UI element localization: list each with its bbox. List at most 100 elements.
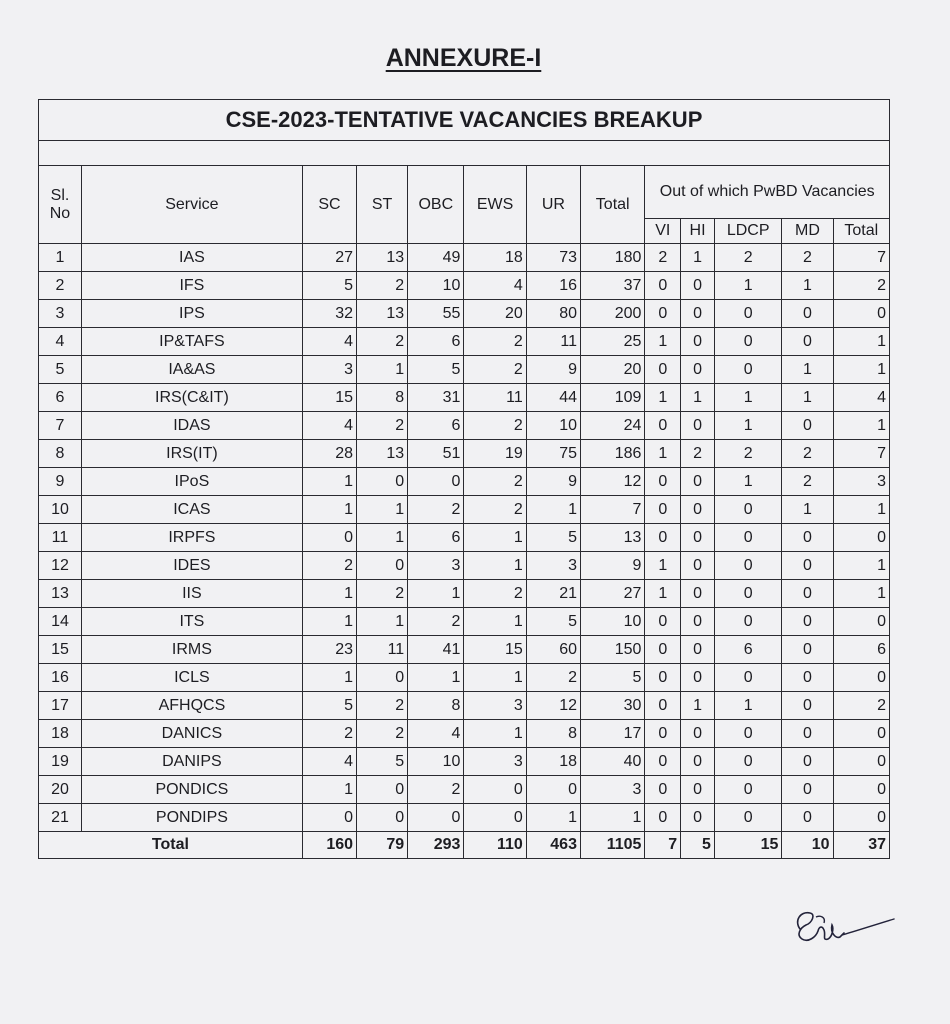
cell-vi: 1: [644, 579, 682, 608]
cell-ur: 16: [525, 271, 581, 300]
cell-service: IRS(C&IT): [80, 383, 303, 412]
table-row: 12 IDES 2 0 3 1 3 9 1 0 0 0 1: [38, 551, 891, 580]
cell-sl: 2: [38, 271, 82, 300]
cell-ur: 11: [525, 327, 581, 356]
cell-ptotal: 1: [832, 579, 891, 608]
cell-sl: 18: [38, 719, 82, 748]
cell-st: 1: [356, 495, 409, 524]
cell-hi: 1: [680, 383, 715, 412]
cell-vi: 0: [644, 747, 682, 776]
cell-md: 0: [781, 327, 834, 356]
cell-sc: 0: [301, 523, 358, 552]
cell-total: 150: [579, 635, 646, 664]
cell-md: 0: [781, 747, 834, 776]
totals-ur: 463: [525, 831, 581, 859]
cell-vi: 0: [644, 663, 682, 692]
cell-hi: 2: [680, 439, 715, 468]
cell-ptotal: 2: [832, 271, 891, 300]
cell-sc: 1: [301, 663, 358, 692]
cell-md: 1: [781, 383, 834, 412]
header-pwbd-total: Total: [832, 218, 891, 244]
cell-hi: 0: [680, 663, 715, 692]
cell-ur: 18: [525, 747, 581, 776]
table-row: 7 IDAS 4 2 6 2 10 24 0 0 1 0 1: [38, 411, 891, 440]
cell-ur: 73: [525, 243, 581, 272]
cell-hi: 0: [680, 299, 715, 328]
cell-total: 12: [579, 467, 646, 496]
table-row: 15 IRMS 23 11 41 15 60 150 0 0 6 0 6: [38, 635, 891, 664]
cell-vi: 0: [644, 299, 682, 328]
cell-sl: 11: [38, 523, 82, 552]
cell-ews: 1: [463, 523, 527, 552]
cell-service: IRMS: [80, 635, 303, 664]
cell-obc: 0: [407, 803, 465, 832]
totals-row: Total 160 79 293 110 463 1105 7 5 15 10 …: [38, 831, 891, 859]
totals-ldcp: 15: [713, 831, 783, 859]
cell-st: 13: [356, 299, 409, 328]
cell-st: 1: [356, 355, 409, 384]
cell-ews: 2: [463, 495, 527, 524]
cell-ur: 8: [525, 719, 581, 748]
cell-obc: 31: [407, 383, 465, 412]
cell-total: 30: [579, 691, 646, 720]
cell-ptotal: 6: [832, 635, 891, 664]
cell-ptotal: 1: [832, 495, 891, 524]
cell-ews: 19: [463, 439, 527, 468]
cell-ur: 12: [525, 691, 581, 720]
cell-ldcp: 0: [713, 775, 783, 804]
cell-vi: 0: [644, 719, 682, 748]
cell-ldcp: 1: [713, 467, 783, 496]
cell-hi: 0: [680, 551, 715, 580]
cell-hi: 0: [680, 523, 715, 552]
table-row: 1 IAS 27 13 49 18 73 180 2 1 2 2 7: [38, 243, 891, 272]
table-row: 8 IRS(IT) 28 13 51 19 75 186 1 2 2 2 7: [38, 439, 891, 468]
cell-st: 13: [356, 243, 409, 272]
table-row: 17 AFHQCS 5 2 8 3 12 30 0 1 1 0 2: [38, 691, 891, 720]
cell-obc: 51: [407, 439, 465, 468]
cell-vi: 0: [644, 523, 682, 552]
table-row: 5 IA&AS 3 1 5 2 9 20 0 0 0 1 1: [38, 355, 891, 384]
cell-hi: 0: [680, 747, 715, 776]
cell-service: IDAS: [80, 411, 303, 440]
cell-ur: 60: [525, 635, 581, 664]
cell-hi: 1: [680, 243, 715, 272]
cell-service: IPoS: [80, 467, 303, 496]
cell-sl: 21: [38, 803, 82, 832]
blank-row: [38, 140, 890, 166]
cell-ptotal: 7: [832, 243, 891, 272]
cell-vi: 0: [644, 691, 682, 720]
cell-st: 5: [356, 747, 409, 776]
cell-total: 9: [579, 551, 646, 580]
cell-sc: 4: [301, 411, 358, 440]
cell-obc: 6: [407, 523, 465, 552]
cell-ptotal: 0: [832, 719, 891, 748]
cell-sc: 2: [301, 719, 358, 748]
cell-md: 0: [781, 299, 834, 328]
cell-hi: 0: [680, 467, 715, 496]
cell-vi: 0: [644, 271, 682, 300]
cell-ptotal: 0: [832, 523, 891, 552]
cell-ews: 2: [463, 327, 527, 356]
cell-service: IDES: [80, 551, 303, 580]
cell-ur: 2: [525, 663, 581, 692]
cell-obc: 1: [407, 663, 465, 692]
cell-md: 1: [781, 495, 834, 524]
cell-hi: 0: [680, 579, 715, 608]
header-vi: VI: [644, 218, 682, 244]
cell-ur: 1: [525, 803, 581, 832]
cell-st: 8: [356, 383, 409, 412]
cell-sc: 5: [301, 691, 358, 720]
cell-hi: 0: [680, 495, 715, 524]
cell-ptotal: 7: [832, 439, 891, 468]
cell-ldcp: 0: [713, 663, 783, 692]
cell-total: 27: [579, 579, 646, 608]
cell-hi: 0: [680, 355, 715, 384]
table-row: 6 IRS(C&IT) 15 8 31 11 44 109 1 1 1 1 4: [38, 383, 891, 412]
cell-ur: 1: [525, 495, 581, 524]
cell-ldcp: 0: [713, 523, 783, 552]
cell-st: 0: [356, 775, 409, 804]
table-row: 21 PONDIPS 0 0 0 0 1 1 0 0 0 0 0: [38, 803, 891, 832]
cell-sc: 3: [301, 355, 358, 384]
cell-sc: 4: [301, 327, 358, 356]
cell-obc: 41: [407, 635, 465, 664]
